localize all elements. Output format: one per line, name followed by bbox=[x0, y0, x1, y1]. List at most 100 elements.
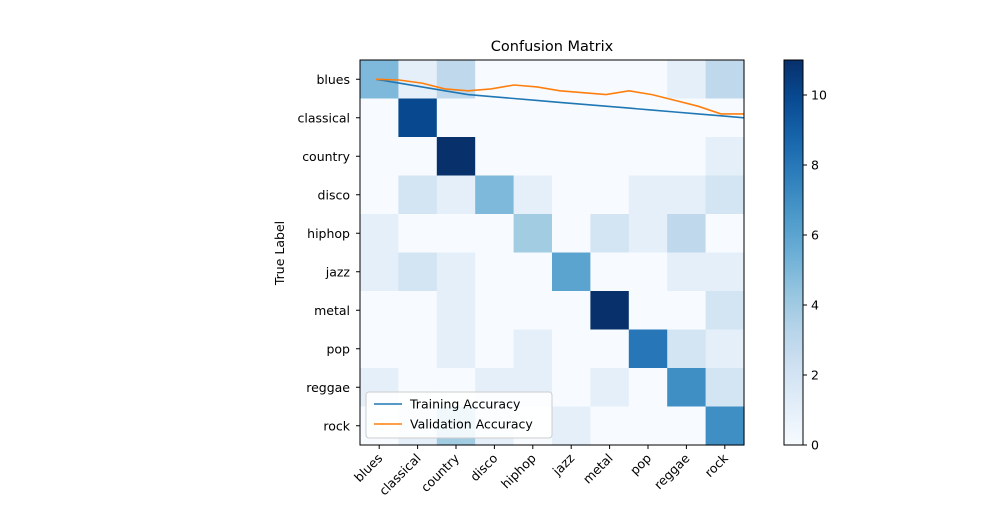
accuracy-line bbox=[375, 78, 744, 115]
heatmap-cell bbox=[667, 252, 707, 292]
heatmap-cell bbox=[398, 137, 438, 177]
x-tick-label: metal bbox=[580, 451, 616, 487]
heatmap-cell bbox=[705, 214, 745, 254]
heatmap-cell bbox=[398, 98, 438, 138]
heatmap-cell bbox=[552, 137, 591, 177]
heatmap-cell bbox=[398, 175, 438, 215]
legend-box bbox=[365, 391, 553, 439]
y-axis-label: True Label bbox=[272, 221, 287, 286]
heatmap-cell bbox=[628, 98, 668, 138]
plot-frame bbox=[359, 59, 745, 446]
heatmap-cell bbox=[475, 329, 515, 369]
heatmap-cell bbox=[436, 137, 476, 177]
heatmap-cell bbox=[513, 291, 553, 331]
heatmap-cell bbox=[360, 137, 399, 177]
y-tick-label: rock bbox=[323, 418, 350, 433]
heatmap-cell bbox=[667, 406, 707, 446]
legend-label: Training Accuracy bbox=[409, 397, 521, 412]
heatmap-cell bbox=[590, 291, 630, 331]
heatmap-cell bbox=[667, 368, 707, 408]
heatmap-cell bbox=[628, 137, 668, 177]
y-tick-label: jazz bbox=[325, 264, 351, 279]
heatmap-cell bbox=[436, 175, 476, 215]
heatmap-cell bbox=[436, 252, 476, 292]
x-tick-label: hiphop bbox=[498, 450, 539, 491]
legend-label: Validation Accuracy bbox=[410, 417, 533, 432]
x-tick-label: disco bbox=[467, 451, 501, 485]
heatmap-cell bbox=[705, 137, 745, 177]
y-tick-label: hiphop bbox=[307, 226, 350, 241]
heatmap-cell bbox=[667, 329, 707, 369]
heatmap-cell bbox=[705, 368, 745, 408]
colorbar bbox=[783, 59, 804, 446]
heatmap-cell bbox=[513, 329, 553, 369]
x-tick-label: rock bbox=[701, 450, 731, 480]
heatmap-cell bbox=[475, 252, 515, 292]
x-tick-label: jazz bbox=[549, 450, 578, 479]
heatmap-cell bbox=[513, 175, 553, 215]
x-tick-label: classical bbox=[376, 451, 424, 499]
heatmap-cell bbox=[552, 368, 591, 408]
heatmap-cell bbox=[475, 175, 515, 215]
heatmap-cell bbox=[590, 98, 630, 138]
heatmap-cell bbox=[436, 329, 476, 369]
heatmap-cell bbox=[667, 60, 707, 100]
heatmap-cell bbox=[667, 175, 707, 215]
heatmap-cell bbox=[628, 406, 668, 446]
heatmap-cell bbox=[628, 368, 668, 408]
heatmap-cell bbox=[590, 175, 630, 215]
heatmap-cell bbox=[513, 98, 553, 138]
heatmap-cell bbox=[475, 60, 515, 100]
colorbar-ticks: 0 2 4 6 8 10 bbox=[803, 88, 827, 453]
heatmap-cell bbox=[513, 252, 553, 292]
heatmap-cell bbox=[552, 214, 591, 254]
accuracy-line bbox=[375, 78, 745, 119]
heatmap-cell bbox=[705, 406, 745, 446]
heatmap-cell bbox=[705, 252, 745, 292]
y-tick-label: country bbox=[302, 149, 350, 164]
colorbar-tick-label: 10 bbox=[811, 88, 827, 103]
heatmap-cell bbox=[552, 406, 591, 446]
heatmap-cell bbox=[590, 137, 630, 177]
heatmap-cell bbox=[398, 214, 438, 254]
heatmap-cell bbox=[436, 291, 476, 331]
colorbar-tick-label: 6 bbox=[811, 228, 819, 243]
y-tick-label: metal bbox=[314, 303, 350, 318]
colorbar-tick-label: 4 bbox=[811, 298, 819, 313]
y-tick-label: disco bbox=[318, 187, 350, 202]
heatmap-cell bbox=[628, 175, 668, 215]
heatmap-cell bbox=[513, 214, 553, 254]
heatmap-cell bbox=[360, 291, 399, 331]
chart-title: Confusion Matrix bbox=[491, 39, 614, 55]
heatmap-cell bbox=[360, 252, 399, 292]
heatmap-cell bbox=[667, 137, 707, 177]
colorbar-tick-label: 0 bbox=[811, 438, 819, 453]
heatmap-cell bbox=[667, 291, 707, 331]
colorbar-tick-label: 2 bbox=[811, 368, 819, 383]
legend: Training Accuracy Validation Accuracy bbox=[365, 391, 553, 439]
heatmap-cell bbox=[590, 252, 630, 292]
colorbar-tick-label: 8 bbox=[811, 158, 819, 173]
heatmap-cell bbox=[628, 214, 668, 254]
heatmap-cell bbox=[475, 214, 515, 254]
heatmap-cell bbox=[590, 329, 630, 369]
y-tick-label: classical bbox=[297, 110, 350, 125]
heatmap-cell bbox=[475, 137, 515, 177]
heatmap-cell bbox=[590, 368, 630, 408]
heatmap-cell bbox=[628, 291, 668, 331]
heatmap-cell bbox=[360, 98, 399, 138]
y-tick-label: blues bbox=[316, 72, 350, 87]
heatmap-cell bbox=[360, 214, 399, 254]
heatmap-cell bbox=[628, 252, 668, 292]
heatmap-cell bbox=[398, 329, 438, 369]
heatmap-cell bbox=[628, 329, 668, 369]
x-tick-label: country bbox=[418, 450, 463, 495]
x-tick-label: reggae bbox=[651, 450, 693, 492]
heatmap-cell bbox=[552, 329, 591, 369]
heatmap-cell bbox=[590, 406, 630, 446]
heatmap-cell bbox=[398, 60, 438, 100]
heatmap-cell bbox=[360, 175, 399, 215]
